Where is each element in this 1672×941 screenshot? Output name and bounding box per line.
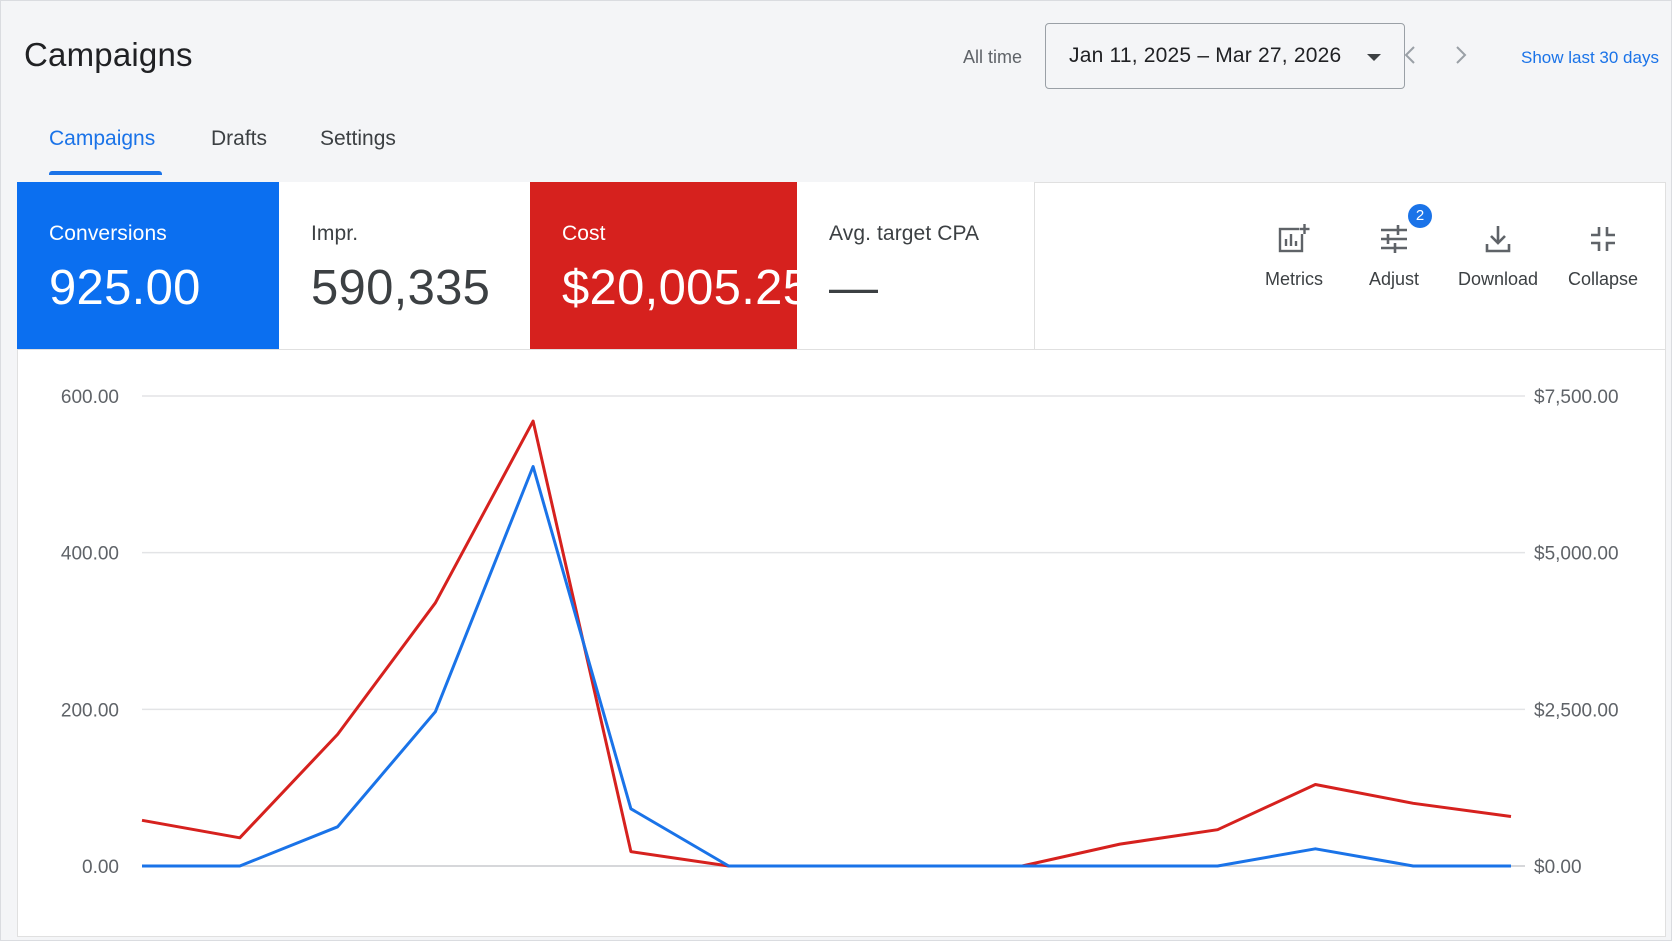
y-axis-left-tick-label: 400.00 bbox=[61, 544, 119, 565]
y-axis-left-tick-label: 200.00 bbox=[61, 700, 119, 721]
dropdown-arrow-icon bbox=[1367, 54, 1381, 61]
collapse-icon bbox=[1591, 227, 1615, 251]
date-range-selector[interactable]: Jan 11, 2025 – Mar 27, 2026 bbox=[1045, 23, 1405, 89]
y-axis-right-tick-label: $0.00 bbox=[1534, 857, 1582, 878]
y-axis-left-tick-label: 600.00 bbox=[61, 387, 119, 408]
collapse-label: Collapse bbox=[1567, 269, 1639, 289]
y-axis-left-tick-label: 0.00 bbox=[82, 857, 119, 878]
date-range-text: Jan 11, 2025 – Mar 27, 2026 bbox=[1069, 44, 1342, 67]
chevron-right-icon bbox=[1456, 46, 1467, 64]
show-last-30-days-link[interactable]: Show last 30 days bbox=[1521, 48, 1659, 67]
active-tab-indicator bbox=[49, 171, 162, 175]
scorecard-cost[interactable]: Cost $20,005.25 bbox=[530, 182, 811, 349]
adjust-label: Adjust bbox=[1368, 269, 1420, 289]
adjust-button[interactable]: Adjust bbox=[1344, 222, 1444, 290]
scorecard-impressions[interactable]: Impr. 590,335 bbox=[279, 182, 530, 349]
scorecard-label: Impr. bbox=[311, 222, 359, 245]
y-axis-right-tick-label: $7,500.00 bbox=[1534, 387, 1619, 408]
scorecard-value: — bbox=[829, 261, 879, 315]
divider bbox=[1034, 182, 1035, 349]
previous-period-button[interactable] bbox=[1400, 44, 1422, 66]
scorecard-label: Cost bbox=[562, 222, 606, 245]
scorecard-avg-target-cpa[interactable]: Avg. target CPA — bbox=[797, 182, 1034, 349]
tune-icon bbox=[1381, 225, 1407, 253]
next-period-button[interactable] bbox=[1449, 44, 1471, 66]
tab-campaigns[interactable]: Campaigns bbox=[49, 127, 156, 150]
scorecard-label: Avg. target CPA bbox=[829, 222, 980, 245]
performance-chart: 0.00 $0.00 200.00 $2,500.00 400.00 $5,000.00 6… bbox=[61, 387, 1619, 878]
scorecard-conversions[interactable]: Conversions 925.00 bbox=[17, 182, 279, 349]
download-label: Download bbox=[1457, 269, 1539, 289]
range-label: All time bbox=[963, 47, 1023, 67]
scorecard-value: $20,005.25 bbox=[562, 261, 811, 315]
divider bbox=[17, 349, 1666, 350]
page-title: Campaigns bbox=[24, 36, 193, 73]
tab-drafts[interactable]: Drafts bbox=[211, 127, 268, 150]
download-button[interactable]: Download bbox=[1448, 222, 1548, 290]
tab-settings[interactable]: Settings bbox=[320, 127, 396, 150]
scorecard-value: 925.00 bbox=[49, 261, 201, 315]
series-line-conversions bbox=[142, 465, 1511, 868]
y-axis-right-tick-label: $2,500.00 bbox=[1534, 700, 1619, 721]
adjust-count-badge: 2 bbox=[1408, 204, 1432, 228]
series-line-cost bbox=[141, 419, 1512, 868]
scorecard-label: Conversions bbox=[49, 222, 167, 245]
download-icon bbox=[1485, 226, 1511, 253]
scorecard-value: 590,335 bbox=[311, 261, 491, 315]
y-axis-right-tick-label: $5,000.00 bbox=[1534, 544, 1619, 565]
chevron-left-icon bbox=[1404, 46, 1415, 64]
collapse-button[interactable]: Collapse bbox=[1553, 222, 1653, 290]
add-chart-icon bbox=[1278, 224, 1310, 253]
metrics-label: Metrics bbox=[1265, 269, 1323, 289]
metrics-button[interactable]: Metrics bbox=[1244, 222, 1344, 290]
